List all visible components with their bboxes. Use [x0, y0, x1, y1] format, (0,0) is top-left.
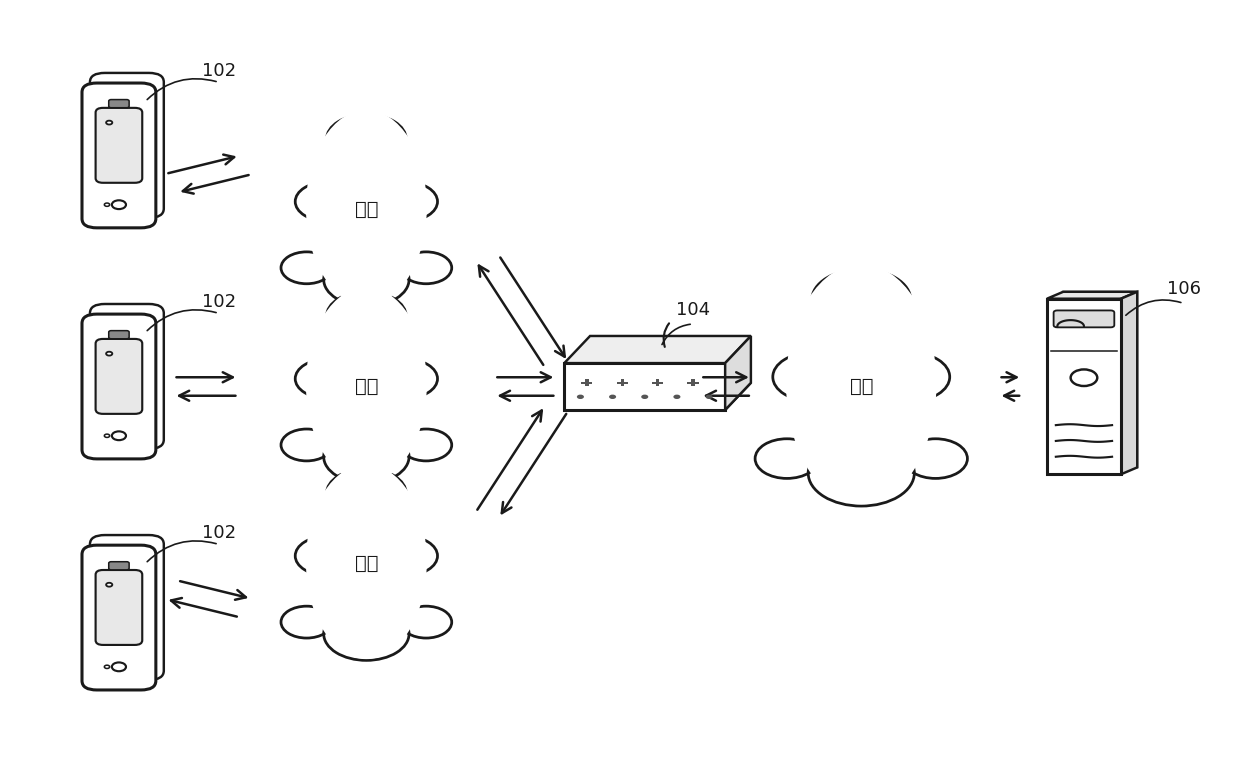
- Polygon shape: [1047, 291, 1137, 298]
- Circle shape: [904, 439, 967, 478]
- Circle shape: [401, 252, 451, 284]
- FancyBboxPatch shape: [109, 331, 129, 339]
- Circle shape: [755, 439, 818, 478]
- Circle shape: [326, 291, 407, 341]
- Circle shape: [374, 359, 438, 398]
- Text: 网络: 网络: [355, 377, 378, 396]
- Ellipse shape: [306, 287, 427, 482]
- FancyBboxPatch shape: [91, 304, 164, 449]
- FancyBboxPatch shape: [95, 570, 143, 645]
- Text: 102: 102: [202, 293, 236, 311]
- Circle shape: [281, 252, 332, 284]
- Circle shape: [374, 536, 438, 575]
- FancyBboxPatch shape: [82, 314, 156, 459]
- Circle shape: [312, 161, 370, 196]
- Circle shape: [374, 182, 438, 221]
- Circle shape: [401, 429, 451, 461]
- Circle shape: [326, 468, 407, 519]
- FancyBboxPatch shape: [687, 382, 698, 384]
- Circle shape: [112, 662, 126, 671]
- Circle shape: [104, 203, 109, 206]
- FancyBboxPatch shape: [564, 363, 725, 410]
- Circle shape: [773, 352, 851, 401]
- Polygon shape: [1121, 291, 1137, 475]
- FancyBboxPatch shape: [1054, 311, 1115, 327]
- FancyBboxPatch shape: [616, 382, 627, 384]
- FancyBboxPatch shape: [692, 380, 694, 386]
- FancyBboxPatch shape: [109, 100, 129, 107]
- Circle shape: [104, 666, 109, 669]
- FancyBboxPatch shape: [82, 545, 156, 690]
- FancyBboxPatch shape: [91, 73, 164, 218]
- Circle shape: [401, 606, 451, 638]
- Circle shape: [326, 114, 407, 164]
- Ellipse shape: [306, 465, 427, 659]
- Polygon shape: [564, 383, 751, 410]
- Circle shape: [858, 326, 929, 370]
- FancyBboxPatch shape: [656, 380, 660, 386]
- Circle shape: [794, 326, 864, 370]
- FancyBboxPatch shape: [1047, 298, 1121, 475]
- Circle shape: [295, 536, 358, 575]
- Circle shape: [112, 431, 126, 440]
- Circle shape: [363, 515, 420, 550]
- Circle shape: [577, 394, 584, 399]
- Circle shape: [363, 338, 420, 373]
- FancyBboxPatch shape: [82, 83, 156, 228]
- FancyBboxPatch shape: [95, 108, 143, 182]
- Circle shape: [312, 515, 370, 550]
- FancyBboxPatch shape: [1063, 291, 1137, 468]
- Circle shape: [107, 583, 113, 587]
- Text: 网络: 网络: [849, 377, 873, 396]
- Circle shape: [295, 182, 358, 221]
- Polygon shape: [725, 336, 751, 410]
- Circle shape: [706, 394, 713, 399]
- Text: 106: 106: [1167, 281, 1200, 298]
- Circle shape: [324, 253, 409, 306]
- Circle shape: [281, 429, 332, 461]
- Circle shape: [872, 352, 950, 401]
- Circle shape: [641, 394, 649, 399]
- Circle shape: [107, 121, 113, 124]
- Circle shape: [812, 269, 911, 331]
- Ellipse shape: [786, 264, 936, 504]
- Circle shape: [363, 161, 420, 196]
- Text: 102: 102: [202, 62, 236, 80]
- Text: 网络: 网络: [355, 200, 378, 219]
- FancyBboxPatch shape: [585, 380, 589, 386]
- Circle shape: [295, 359, 358, 398]
- FancyBboxPatch shape: [91, 535, 164, 680]
- Circle shape: [104, 434, 109, 438]
- Polygon shape: [564, 336, 751, 363]
- Text: 网络: 网络: [355, 554, 378, 573]
- FancyBboxPatch shape: [582, 382, 593, 384]
- Circle shape: [673, 394, 681, 399]
- FancyBboxPatch shape: [109, 562, 129, 570]
- Circle shape: [112, 200, 126, 209]
- Circle shape: [312, 338, 370, 373]
- Circle shape: [281, 606, 332, 638]
- FancyBboxPatch shape: [652, 382, 663, 384]
- Circle shape: [609, 394, 616, 399]
- Circle shape: [324, 430, 409, 483]
- Circle shape: [1070, 369, 1097, 386]
- Ellipse shape: [306, 110, 427, 305]
- FancyBboxPatch shape: [95, 339, 143, 414]
- Circle shape: [324, 608, 409, 660]
- Circle shape: [808, 440, 914, 506]
- Text: 102: 102: [202, 524, 236, 542]
- FancyBboxPatch shape: [620, 380, 624, 386]
- Text: 104: 104: [676, 301, 711, 319]
- Circle shape: [107, 352, 113, 356]
